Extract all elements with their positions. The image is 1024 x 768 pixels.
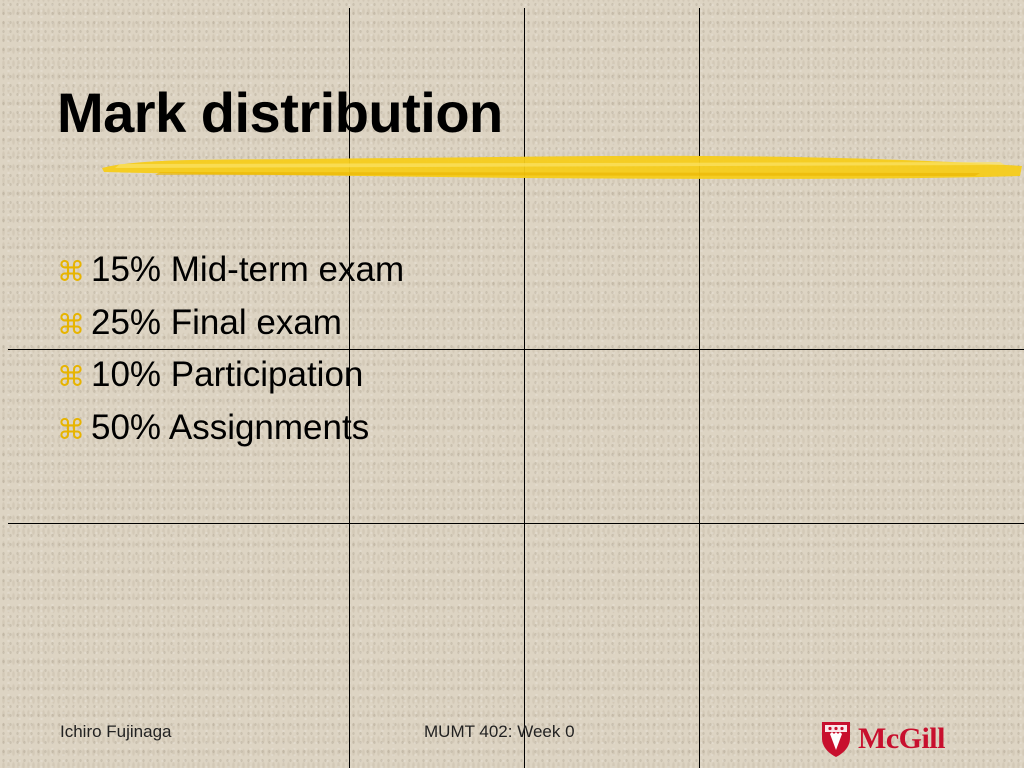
bullet-item: ⌘ 15% Mid-term exam	[57, 250, 404, 303]
slide-title: Mark distribution	[57, 81, 503, 144]
bullet-list: ⌘ 15% Mid-term exam ⌘ 25% Final exam ⌘ 1…	[57, 250, 404, 460]
bullet-text: 10% Participation	[91, 355, 364, 394]
bullet-text: 50% Assignments	[91, 407, 370, 447]
command-key-bullet-icon: ⌘	[57, 412, 85, 446]
mcgill-logo-text: McGill	[858, 722, 945, 755]
mcgill-shield-icon	[822, 722, 850, 757]
grid-line-vertical-2	[524, 8, 525, 768]
grid-line-vertical-3	[699, 8, 700, 768]
footer-course: MUMT 402: Week 0	[424, 722, 575, 741]
bullet-item: ⌘ 10% Participation	[57, 355, 404, 408]
highlighter-stroke	[102, 155, 1022, 179]
bullet-item: ⌘ 50% Assignments	[57, 408, 404, 461]
command-key-bullet-icon: ⌘	[57, 255, 85, 288]
command-key-bullet-icon: ⌘	[57, 360, 85, 393]
mcgill-logo: McGill	[820, 720, 945, 758]
bullet-text: 25% Final exam	[91, 302, 342, 342]
command-key-bullet-icon: ⌘	[57, 307, 85, 341]
bullet-text: 15% Mid-term exam	[91, 250, 405, 289]
grid-line-vertical-1	[349, 8, 350, 768]
footer-author: Ichiro Fujinaga	[60, 722, 172, 741]
grid-line-horizontal-1	[8, 349, 1024, 350]
bullet-item: ⌘ 25% Final exam	[57, 303, 404, 356]
grid-line-horizontal-2	[8, 523, 1024, 524]
